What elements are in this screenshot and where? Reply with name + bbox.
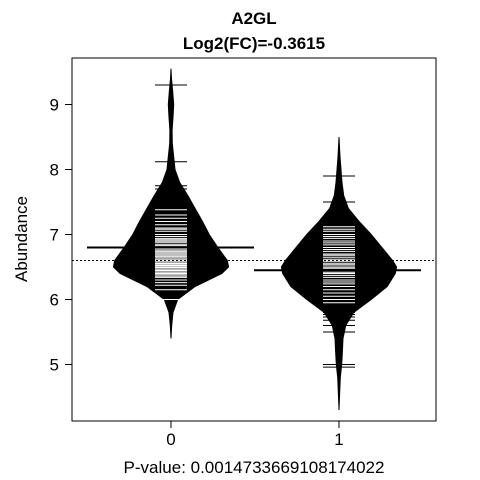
bean-shape-0 [112,68,230,339]
chart-subtitle: Log2(FC)=-0.3615 [183,34,325,53]
chart-title: A2GL [231,9,276,28]
y-tick-label-5: 5 [50,356,59,375]
y-axis-label: Abundance [12,196,31,282]
y-tick-label-7: 7 [50,226,59,245]
y-tick-label-8: 8 [50,161,59,180]
y-tick-label-6: 6 [50,291,59,310]
x-axis-label: P-value: 0.00147336691081740​22 [124,458,385,477]
axes-layer: 5 6 7 8 9 0 1 [50,96,344,450]
x-tick-label-0: 0 [166,430,175,449]
plot-frame [71,57,437,422]
lines-layer [72,84,436,368]
x-tick-label-1: 1 [334,430,343,449]
y-tick-label-9: 9 [50,96,59,115]
